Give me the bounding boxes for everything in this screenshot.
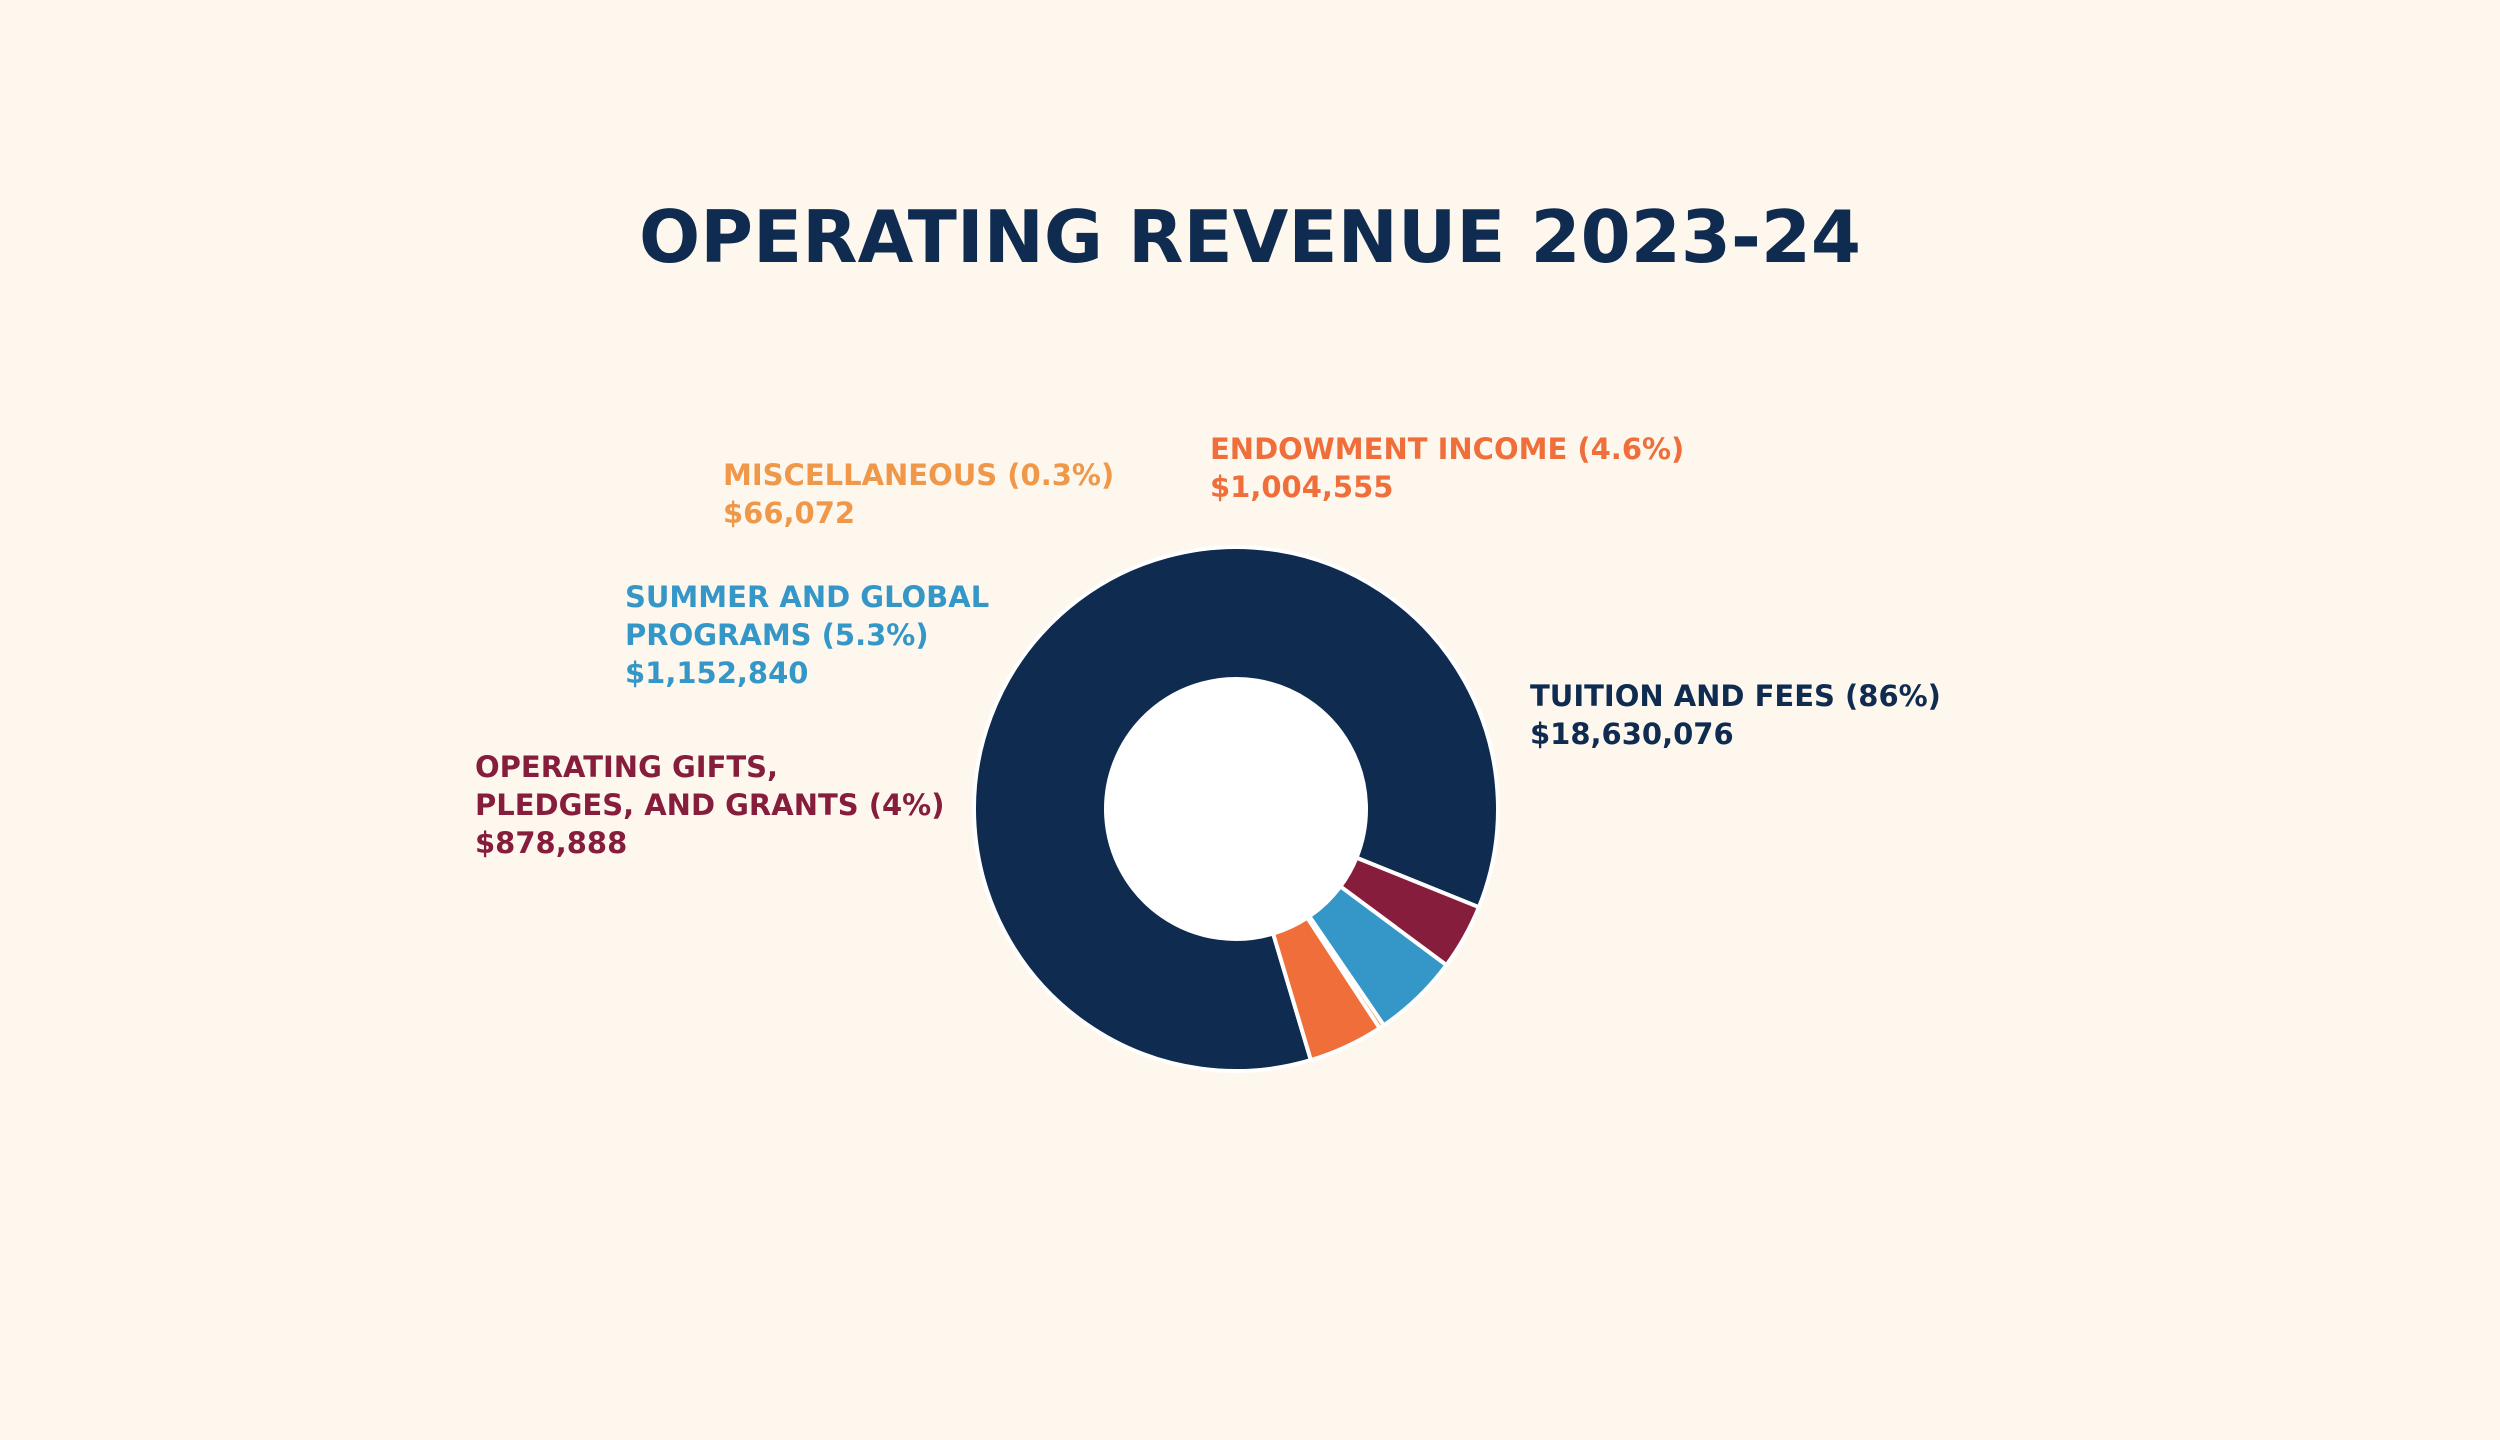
label-misc-name: MISCELLANEOUS (0.3%): [723, 458, 1115, 492]
label-endowment: ENDOWMENT INCOME (4.6%) $1,004,555: [1210, 430, 1684, 506]
label-summer-name-1: SUMMER AND GLOBAL: [625, 580, 990, 614]
label-summer-value: $1,152,840: [625, 656, 809, 690]
label-gifts-name-1: OPERATING GIFTS,: [475, 750, 779, 784]
label-tuition-value: $18,630,076: [1530, 717, 1734, 751]
label-summer-name-2: PROGRAMS (5.3%): [625, 618, 929, 652]
donut-hole: [1106, 679, 1366, 939]
label-summer: SUMMER AND GLOBAL PROGRAMS (5.3%) $1,152…: [625, 578, 989, 692]
label-endowment-name: ENDOWMENT INCOME (4.6%): [1210, 432, 1685, 466]
label-tuition: TUITION AND FEES (86%) $18,630,076: [1530, 677, 1941, 753]
label-endowment-value: $1,004,555: [1210, 470, 1394, 504]
chart-title: OPERATING REVENUE 2023-24: [638, 195, 1862, 279]
label-tuition-name: TUITION AND FEES (86%): [1530, 679, 1941, 713]
label-gifts-name-2: PLEDGES, AND GRANTS (4%): [475, 788, 945, 822]
label-misc: MISCELLANEOUS (0.3%) $66,072: [723, 456, 1114, 532]
label-gifts: OPERATING GIFTS, PLEDGES, AND GRANTS (4%…: [475, 748, 944, 862]
label-gifts-value: $878,888: [475, 826, 628, 860]
label-misc-value: $66,072: [723, 496, 856, 530]
